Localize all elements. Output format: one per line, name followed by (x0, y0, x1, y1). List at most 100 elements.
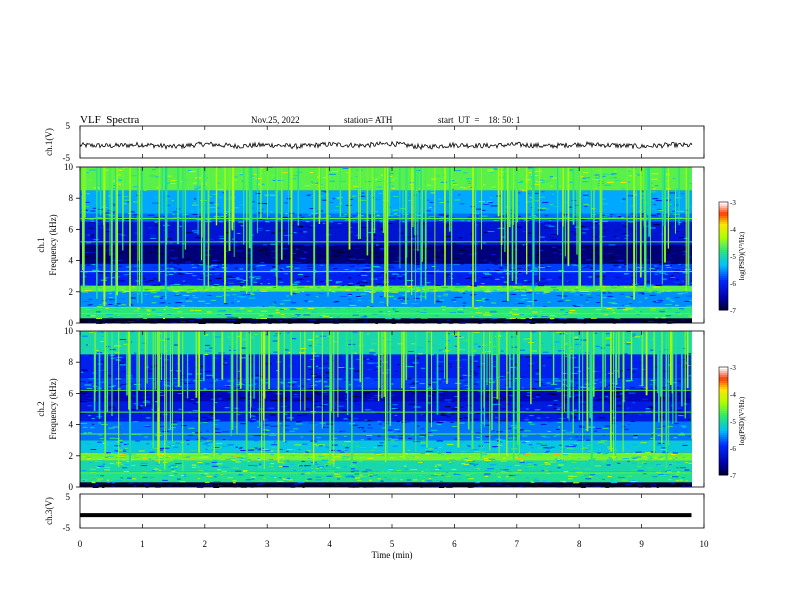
spectrogram-speckle (168, 231, 173, 233)
spectrogram-speckle (679, 237, 685, 238)
spectrogram-speckle (146, 309, 150, 311)
spectrogram-speckle (166, 238, 171, 240)
spectrogram-speckle (239, 282, 244, 284)
spectrogram-speckle (663, 217, 671, 218)
spectrogram-speckle (621, 283, 629, 285)
spectrogram-speckle (586, 301, 589, 303)
spectrogram-speckle (526, 320, 532, 322)
spectrogram-speckle (364, 485, 372, 487)
spectrogram-speckle (519, 181, 524, 182)
spectrogram-speckle (636, 267, 643, 269)
spectrogram-speckle (210, 210, 216, 212)
spectrogram-speckle (196, 401, 200, 403)
spectrogram-speckle (542, 444, 548, 445)
spectrogram-speckle (209, 413, 215, 415)
spectrogram-speckle (90, 449, 97, 450)
spectrogram-speckle (273, 400, 279, 402)
spectrogram-speckle (335, 307, 340, 309)
spectrogram-speckle (564, 401, 569, 403)
spectrogram-speckle (171, 466, 178, 468)
spectrogram-speckle (139, 220, 142, 222)
spectrogram-speckle (478, 291, 484, 292)
spectrogram-speckle (192, 410, 198, 412)
spectrogram-speckle (178, 269, 183, 271)
spectrogram-speckle (370, 239, 376, 241)
spectrogram-speckle (431, 178, 437, 180)
spectrogram-speckle (455, 283, 460, 285)
spectrogram-speckle (453, 264, 460, 266)
spectrogram-speckle (576, 270, 579, 272)
spectrogram-speckle (136, 406, 141, 407)
spectrogram-speckle (638, 452, 643, 454)
spectrogram-speckle (461, 463, 466, 465)
spectrogram-speckle (491, 446, 497, 448)
spectrogram-speckle (281, 313, 285, 315)
spectrogram-speckle (541, 182, 545, 184)
spectrogram-speckle (194, 318, 197, 320)
spectrogram-speckle (361, 274, 368, 276)
spectrogram-speckle (372, 266, 380, 267)
spectrogram-speckle (607, 476, 612, 477)
spectrogram-speckle (503, 269, 509, 271)
spectrogram-speckle (380, 470, 385, 472)
spectrogram-speckle (549, 220, 552, 222)
spectrogram-speckle (366, 318, 369, 320)
spectrogram-speckle (341, 437, 347, 439)
spectrogram-speckle (586, 293, 591, 295)
spectrogram-speckle (213, 285, 219, 287)
spectrogram-speckle (103, 471, 111, 473)
spectrogram-speckle (208, 441, 213, 443)
spectrogram-speckle (321, 445, 328, 447)
spectrogram-speckle (156, 316, 163, 318)
spectrogram-speckle (658, 318, 662, 320)
spectrogram-speckle (492, 483, 498, 485)
spectrogram-speckle (529, 480, 537, 482)
spectrogram-speckle (539, 310, 543, 312)
spectrogram-speckle (189, 291, 196, 293)
spectrogram-speckle (536, 320, 543, 322)
spectrogram-speckle (230, 302, 235, 304)
spectrogram-speckle (402, 294, 406, 296)
colorbar-segment (719, 214, 728, 217)
spectrogram-speckle (591, 317, 597, 319)
spectrogram-speckle (562, 216, 567, 218)
spectrogram-speckle (400, 261, 408, 262)
spectrogram-speckle (250, 265, 255, 267)
spectrogram-speckle (241, 180, 245, 182)
spectrogram-speckle (389, 173, 394, 174)
spectrogram-speckle (407, 299, 410, 301)
spectrogram-speckle (126, 201, 130, 203)
spectrogram-speckle (348, 295, 352, 297)
spectrogram-speckle (669, 192, 675, 194)
spectrogram-speckle (376, 283, 381, 285)
spectrogram-speckle (205, 483, 212, 485)
spectrogram-speckle (527, 301, 534, 303)
spectrogram-speckle (265, 249, 270, 251)
spectrogram-speckle (283, 485, 286, 487)
start-time-label: start UT = 18: 50: 1 (438, 115, 520, 125)
spectrogram-speckle (207, 239, 214, 241)
spectrogram-speckle (462, 466, 470, 468)
spectrogram-speckle (541, 470, 547, 472)
spectrogram-speckle (638, 412, 644, 414)
spectrogram-speckle (641, 293, 645, 295)
spectrogram-speckle (232, 456, 240, 458)
spectrogram-speckle (656, 195, 660, 197)
spectrogram-speckle (246, 318, 250, 320)
spectrogram-speckle (459, 276, 463, 278)
spectrogram-speckle (475, 300, 482, 301)
spectrogram-speckle (111, 182, 115, 184)
spectrogram-speckle (286, 451, 289, 452)
spectrogram-speckle (195, 320, 198, 322)
spectrogram-speckle (676, 467, 679, 469)
spectrogram-speckle (373, 179, 378, 180)
spectrogram-speckle (517, 287, 523, 289)
spectrogram-speckle (541, 316, 549, 318)
spectrogram-speckle (311, 471, 316, 473)
spectrogram-speckle (138, 212, 142, 214)
spectrogram-speckle (535, 483, 540, 485)
spectrogram-speckle (640, 292, 645, 294)
spectrogram-speckle (339, 296, 347, 297)
spectrogram-speckle (212, 320, 219, 322)
spectrogram-speckle (435, 463, 438, 465)
